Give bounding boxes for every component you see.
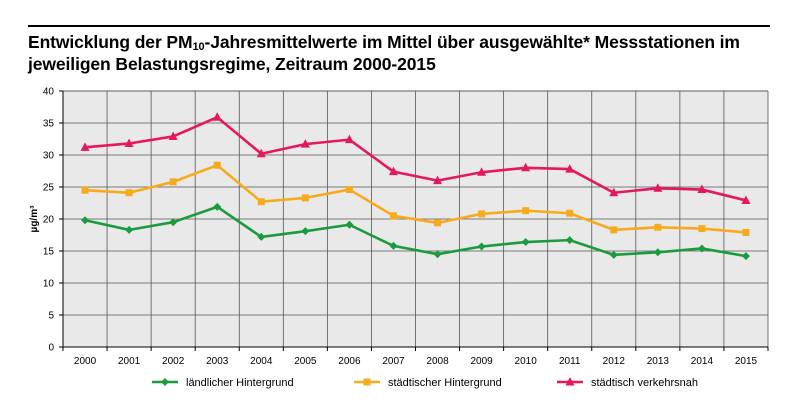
data-point xyxy=(742,228,750,236)
data-point xyxy=(565,164,575,173)
legend-item: städtischer Hintergrund xyxy=(354,377,502,389)
data-point xyxy=(389,212,397,220)
data-point xyxy=(610,226,618,234)
y-tick-label: 5 xyxy=(48,311,54,322)
series-2 xyxy=(81,161,750,236)
data-point xyxy=(300,139,310,148)
data-point xyxy=(389,241,398,250)
legend-label: städtisch verkehrsnah xyxy=(591,377,698,389)
data-point xyxy=(434,219,442,227)
data-point xyxy=(565,236,574,245)
data-point xyxy=(344,134,354,144)
data-point xyxy=(521,238,530,247)
data-point xyxy=(478,210,486,218)
x-tick-label: 2003 xyxy=(206,356,229,367)
data-point xyxy=(697,244,706,253)
series-3 xyxy=(80,112,751,204)
data-point xyxy=(433,250,442,259)
data-point xyxy=(609,187,619,197)
series-line xyxy=(84,205,747,258)
data-point xyxy=(257,198,265,206)
y-tick-label: 15 xyxy=(43,247,55,258)
data-point xyxy=(301,227,310,236)
chart-title: Entwicklung der PM10-Jahresmittelwerte i… xyxy=(28,31,778,75)
data-point xyxy=(256,148,266,158)
x-tick-label: 2005 xyxy=(294,356,317,367)
title-subscript: 10 xyxy=(192,41,205,53)
data-point xyxy=(81,216,90,225)
x-tick-label: 2010 xyxy=(515,356,538,367)
y-tick-label: 10 xyxy=(43,279,55,290)
legend-item: ländlicher Hintergrund xyxy=(152,377,294,389)
data-point xyxy=(345,220,354,229)
data-point xyxy=(741,252,750,261)
y-tick-label: 35 xyxy=(43,119,55,130)
title-line2: jeweiligen Belastungsregime, Zeitraum 20… xyxy=(28,54,436,74)
title-part1: Entwicklung der PM xyxy=(28,32,193,52)
data-point xyxy=(653,183,663,192)
data-point xyxy=(522,207,530,215)
y-tick-label: 30 xyxy=(43,151,55,162)
x-tick-label: 2004 xyxy=(250,356,273,367)
data-point xyxy=(741,195,751,204)
data-point xyxy=(125,189,133,197)
x-tick-label: 2007 xyxy=(382,356,405,367)
data-point xyxy=(301,194,309,202)
data-point xyxy=(521,162,531,172)
legend-marker xyxy=(363,378,371,386)
data-point xyxy=(345,186,353,194)
data-point xyxy=(566,209,574,217)
x-tick-label: 2002 xyxy=(162,356,185,367)
data-point xyxy=(212,112,222,121)
data-point xyxy=(80,142,90,151)
series-line xyxy=(84,115,747,202)
x-tick-label: 2009 xyxy=(470,356,493,367)
data-point xyxy=(213,202,222,211)
data-point xyxy=(477,167,487,176)
y-tick-label: 25 xyxy=(43,183,55,194)
data-point xyxy=(213,161,221,169)
data-point xyxy=(477,242,486,251)
x-tick-label: 2014 xyxy=(691,356,714,367)
x-tick-label: 2015 xyxy=(735,356,758,367)
title-part2: -Jahresmittelwerte im Mittel über ausgew… xyxy=(204,32,740,52)
x-tick-label: 2000 xyxy=(74,356,97,367)
legend-item: städtisch verkehrsnah xyxy=(557,377,698,389)
title-rule xyxy=(28,25,770,27)
y-axis-label: µg/m³ xyxy=(29,205,40,233)
data-point xyxy=(388,166,398,176)
legend-label: städtischer Hintergrund xyxy=(388,377,502,389)
data-point xyxy=(653,248,662,257)
data-point xyxy=(433,175,443,185)
y-tick-label: 40 xyxy=(43,87,55,98)
series-line xyxy=(84,163,747,234)
data-point xyxy=(169,218,178,227)
legend-marker xyxy=(161,378,169,386)
series-1 xyxy=(81,202,750,261)
data-point xyxy=(169,178,177,186)
legend-label: ländlicher Hintergrund xyxy=(186,377,294,389)
x-tick-label: 2011 xyxy=(559,356,581,367)
data-point xyxy=(81,186,89,194)
data-point xyxy=(168,131,178,140)
x-tick-label: 2006 xyxy=(338,356,361,367)
x-tick-label: 2013 xyxy=(647,356,670,367)
data-point xyxy=(609,250,618,259)
data-point xyxy=(257,232,266,241)
data-point xyxy=(698,225,706,233)
x-tick-label: 2008 xyxy=(426,356,449,367)
data-point xyxy=(697,184,707,194)
data-point xyxy=(654,223,662,231)
y-tick-label: 20 xyxy=(43,215,55,226)
x-tick-label: 2001 xyxy=(118,356,141,367)
y-tick-label: 0 xyxy=(48,343,54,354)
legend-marker xyxy=(565,377,575,386)
data-point xyxy=(125,225,134,234)
data-point xyxy=(124,138,134,147)
x-tick-label: 2012 xyxy=(603,356,626,367)
